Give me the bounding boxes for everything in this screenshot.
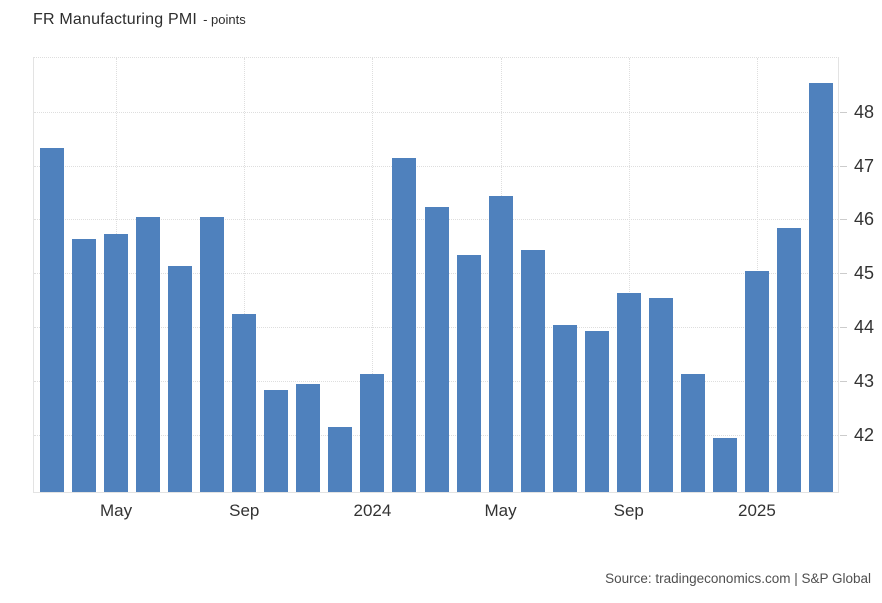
bar-jan-2024[interactable] (360, 373, 385, 492)
y-axis-tick (840, 380, 847, 382)
bar-sep-2023[interactable] (232, 314, 257, 492)
bar-jan-2025[interactable] (744, 271, 769, 492)
y-axis-label: 46 (854, 209, 875, 230)
y-axis-tick (840, 434, 847, 436)
y-axis-label: 45 (854, 263, 875, 284)
y-axis-label: 44 (854, 317, 875, 338)
y-axis-tick (840, 165, 847, 167)
plot-area: 42 43 44 45 46 47 48 May Sep 2024 May Sep 2025 (33, 57, 874, 520)
v-gridline (244, 58, 246, 492)
source-credit: Source: tradingeconomics.com | S&P Globa… (605, 571, 871, 586)
bar-sep-2024[interactable] (616, 292, 641, 492)
y-axis-tick (840, 111, 847, 113)
bar-aug-2023[interactable] (200, 217, 225, 492)
y-axis-label: 42 (854, 424, 875, 445)
bar-aug-2024[interactable] (584, 330, 609, 492)
v-gridline (372, 58, 374, 492)
bar-oct-2023[interactable] (264, 389, 289, 492)
chart-title: FR Manufacturing PMI (33, 11, 198, 28)
y-axis-tick (840, 327, 847, 329)
bar-oct-2024[interactable] (648, 298, 673, 492)
x-axis-label: 2025 (737, 501, 776, 520)
h-gridline (34, 165, 838, 167)
bar-may-2024[interactable] (488, 195, 513, 492)
x-axis-label: 2024 (353, 501, 392, 520)
bar-may-2023[interactable] (104, 233, 129, 492)
h-gridline (34, 111, 838, 113)
chart-unit-label: - points (203, 12, 246, 27)
bar-mar-2024[interactable] (424, 206, 449, 492)
bar-dec-2023[interactable] (328, 427, 353, 492)
y-axis-tick (840, 273, 847, 275)
bar-mar-2025[interactable] (809, 82, 833, 492)
bar-jul-2023[interactable] (168, 265, 193, 492)
v-gridline (628, 58, 630, 492)
chart-header: FR Manufacturing PMI - points (33, 11, 246, 29)
bar-nov-2023[interactable] (296, 384, 321, 492)
y-axis-label: 47 (854, 155, 875, 176)
bar-feb-2024[interactable] (392, 158, 417, 492)
x-axis-label: May (484, 501, 517, 520)
bar-feb-2025[interactable] (776, 228, 801, 492)
y-axis-label: 43 (854, 370, 875, 391)
bar-nov-2024[interactable] (680, 373, 705, 492)
bar-dec-2024[interactable] (712, 438, 737, 492)
bar-apr-2023[interactable] (72, 239, 97, 492)
x-axis-label: Sep (229, 501, 260, 520)
y-axis-label: 48 (854, 101, 875, 122)
y-axis-tick (840, 219, 847, 221)
x-axis-label: May (100, 501, 133, 520)
bar-apr-2024[interactable] (456, 255, 481, 492)
x-axis-label: Sep (613, 501, 644, 520)
bar-jun-2023[interactable] (136, 217, 161, 492)
bar-jul-2024[interactable] (552, 325, 577, 492)
bar-mar-2023[interactable] (40, 147, 64, 492)
bar-jun-2024[interactable] (520, 249, 545, 492)
